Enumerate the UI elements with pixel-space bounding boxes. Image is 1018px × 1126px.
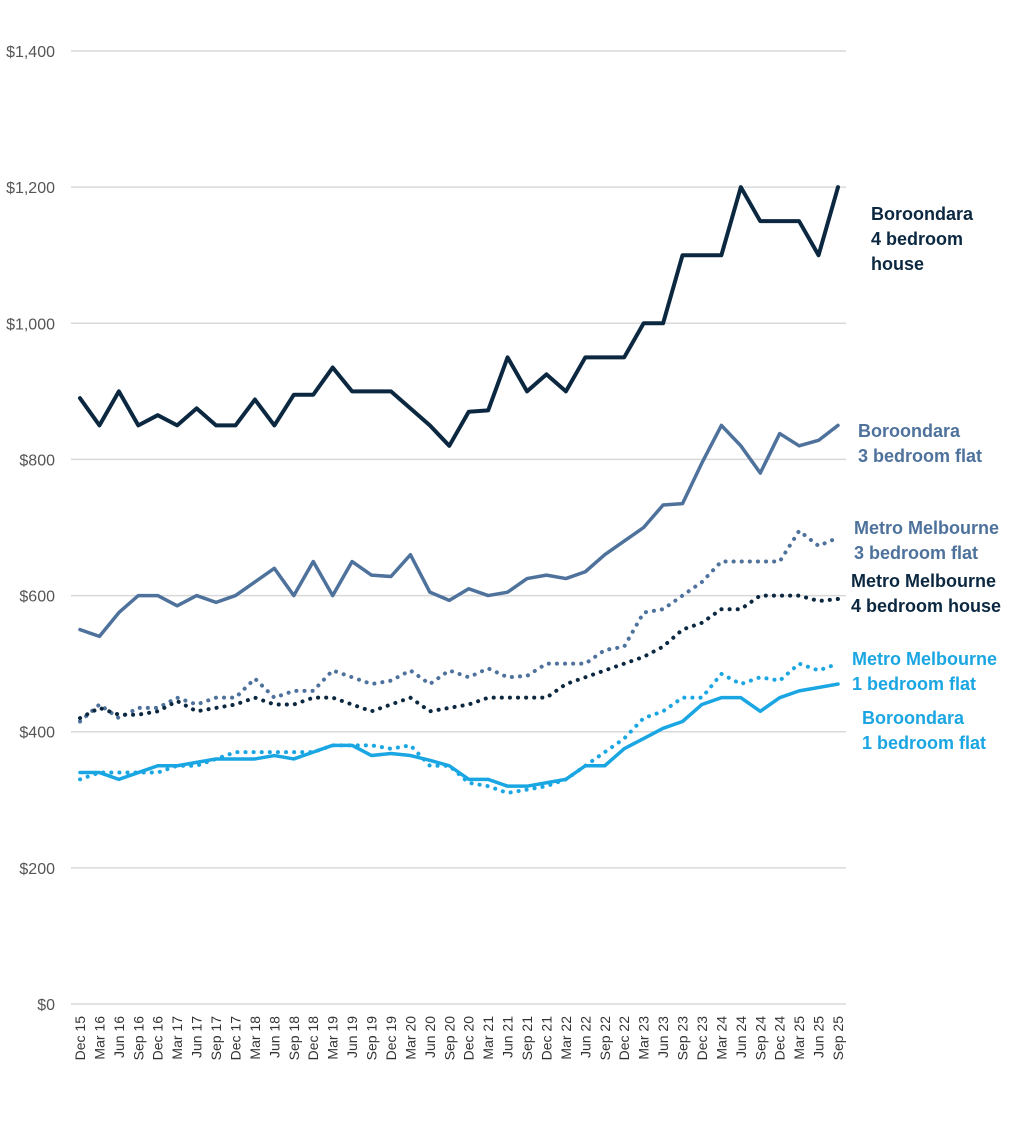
x-tick-label: Jun 16: [111, 1016, 127, 1058]
series-label-line: house: [871, 254, 924, 274]
x-tick-label: Sep 22: [597, 1016, 613, 1061]
x-tick-label: Mar 23: [636, 1016, 652, 1060]
x-tick-label: Jun 20: [422, 1016, 438, 1058]
series-label-line: 3 bedroom flat: [854, 543, 978, 563]
x-tick-label: Mar 21: [480, 1016, 496, 1060]
x-tick-label: Dec 15: [72, 1016, 88, 1061]
x-tick-label: Jun 21: [500, 1016, 516, 1058]
x-axis: Dec 15 Mar 16 Jun 16 Sep 16 Dec 16 Mar 17 Jun …: [72, 1016, 846, 1061]
x-tick-label: Jun 19: [344, 1016, 360, 1058]
y-tick-label: $600: [19, 589, 55, 606]
x-tick-label: Sep 20: [441, 1016, 457, 1061]
y-tick-label: $1,200: [6, 180, 55, 197]
series-lines: [78, 185, 840, 795]
x-tick-label: Sep 18: [286, 1016, 302, 1061]
x-tick-label: Dec 23: [694, 1016, 710, 1061]
series-label-line: Boroondara: [858, 421, 961, 441]
y-tick-label: $0: [37, 997, 55, 1014]
x-tick-label: Dec 22: [616, 1016, 632, 1061]
y-tick-label: $400: [19, 725, 55, 742]
series-label-line: 4 bedroom house: [851, 596, 1001, 616]
series-label-5: Metro Melbourne 1 bedroom flat: [852, 649, 997, 694]
x-tick-label: Mar 16: [91, 1016, 107, 1060]
x-tick-label: Mar 25: [791, 1016, 807, 1060]
x-tick-label: Jun 23: [655, 1016, 671, 1058]
series-line-4: [78, 593, 840, 721]
x-tick-label: Mar 17: [169, 1016, 185, 1060]
series-label-3: Metro Melbourne 3 bedroom flat: [854, 518, 999, 563]
series-line-1: [78, 185, 840, 448]
x-tick-label: Dec 21: [538, 1016, 554, 1061]
x-tick-label: Dec 16: [150, 1016, 166, 1061]
y-tick-label: $1,000: [6, 316, 55, 333]
series-label-line: Boroondara: [871, 204, 974, 224]
x-tick-label: Jun 25: [811, 1016, 827, 1058]
series-label-6: Boroondara 1 bedroom flat: [862, 708, 986, 753]
series-label-line: Metro Melbourne: [851, 571, 996, 591]
x-tick-label: Sep 23: [675, 1016, 691, 1061]
x-tick-label: Dec 19: [383, 1016, 399, 1061]
x-tick-label: Sep 25: [830, 1016, 846, 1061]
x-tick-label: Mar 20: [402, 1016, 418, 1060]
x-tick-label: Sep 21: [519, 1016, 535, 1061]
series-line-6: [78, 682, 840, 788]
x-tick-label: Jun 17: [189, 1016, 205, 1058]
x-tick-label: Jun 22: [577, 1016, 593, 1058]
x-tick-label: Jun 24: [733, 1016, 749, 1058]
series-label-line: 1 bedroom flat: [852, 674, 976, 694]
x-tick-label: Sep 24: [752, 1016, 768, 1061]
x-tick-label: Dec 18: [305, 1016, 321, 1061]
x-tick-label: Mar 24: [713, 1016, 729, 1060]
x-tick-label: Sep 19: [364, 1016, 380, 1061]
y-tick-label: $200: [19, 861, 55, 878]
series-label-2: Boroondara 3 bedroom flat: [858, 421, 982, 466]
series-label-line: Boroondara: [862, 708, 965, 728]
series-label-line: 3 bedroom flat: [858, 446, 982, 466]
x-tick-label: Sep 17: [208, 1016, 224, 1061]
x-tick-label: Mar 19: [325, 1016, 341, 1060]
y-tick-label: $800: [19, 452, 55, 469]
series-labels: Boroondara 4 bedroom house Boroondara 3 bedr…: [851, 204, 1001, 753]
series-label-line: Metro Melbourne: [852, 649, 997, 669]
y-axis: $0 $200 $400 $600 $800 $1,000 $1,200 $1,400: [6, 44, 55, 1014]
x-tick-label: Mar 18: [247, 1016, 263, 1060]
x-tick-label: Dec 20: [461, 1016, 477, 1061]
series-label-line: 1 bedroom flat: [862, 733, 986, 753]
series-label-line: 4 bedroom: [871, 229, 963, 249]
gridlines: [71, 50, 846, 1005]
series-label-4: Metro Melbourne 4 bedroom house: [851, 571, 1001, 616]
x-tick-label: Mar 22: [558, 1016, 574, 1060]
series-line-2: [78, 423, 840, 639]
x-tick-label: Dec 17: [227, 1016, 243, 1061]
x-tick-label: Sep 16: [130, 1016, 146, 1061]
series-label-1: Boroondara 4 bedroom house: [871, 204, 974, 274]
x-tick-label: Jun 18: [266, 1016, 282, 1058]
y-tick-label: $1,400: [6, 44, 55, 61]
series-label-line: Metro Melbourne: [854, 518, 999, 538]
x-tick-label: Dec 24: [772, 1016, 788, 1061]
series-line-3: [78, 528, 840, 724]
